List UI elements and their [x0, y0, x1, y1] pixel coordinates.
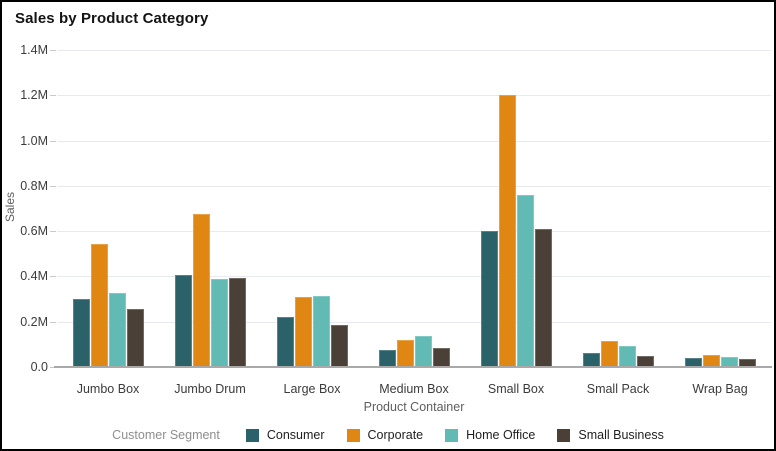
- bar-group-small-pack: [582, 50, 654, 367]
- legend-label-small-business: Small Business: [578, 428, 664, 442]
- y-tick-mark: [50, 140, 56, 142]
- y-tick-mark: [50, 50, 56, 51]
- bar-corporate-small-box[interactable]: [498, 95, 516, 367]
- legend-item-home-office[interactable]: Home Office: [445, 428, 535, 442]
- bar-groups: [57, 50, 771, 367]
- legend-label-consumer: Consumer: [266, 428, 325, 442]
- legend-title: Customer Segment: [112, 428, 220, 442]
- bar-small-business-wrap-bag[interactable]: [738, 359, 756, 367]
- plot-area: [50, 50, 772, 368]
- x-label-small-pack: Small Pack: [586, 382, 650, 396]
- bar-consumer-small-pack[interactable]: [582, 353, 600, 367]
- bar-corporate-medium-box[interactable]: [396, 339, 414, 367]
- y-tick-label-0.8M: 0.8M: [20, 178, 48, 193]
- gridline-1.0M: [57, 140, 771, 142]
- bar-group-large-box: [276, 50, 348, 367]
- bar-home-office-small-pack[interactable]: [618, 345, 636, 367]
- y-tick-mark: [50, 185, 56, 187]
- bar-consumer-small-box[interactable]: [480, 231, 498, 367]
- legend-swatch-small-business: [557, 428, 571, 442]
- bar-corporate-jumbo-drum[interactable]: [192, 214, 210, 367]
- gridline-1.2M: [57, 95, 771, 97]
- bar-corporate-jumbo-box[interactable]: [90, 243, 108, 367]
- bar-consumer-medium-box[interactable]: [378, 350, 396, 367]
- bar-corporate-wrap-bag[interactable]: [702, 355, 720, 367]
- legend-item-small-business[interactable]: Small Business: [557, 428, 664, 442]
- gridline-0.6M: [57, 231, 771, 233]
- legend-item-consumer[interactable]: Consumer: [245, 428, 325, 442]
- bar-group-jumbo-drum: [174, 50, 246, 367]
- bar-corporate-small-pack[interactable]: [600, 340, 618, 367]
- x-axis-line: [54, 366, 772, 368]
- x-label-jumbo-box: Jumbo Box: [76, 382, 140, 396]
- y-tick-label-1.0M: 1.0M: [20, 133, 48, 148]
- y-tick-label-1.2M: 1.2M: [20, 88, 48, 103]
- bar-group-medium-box: [378, 50, 450, 367]
- bar-group-jumbo-box: [72, 50, 144, 367]
- bar-corporate-large-box[interactable]: [294, 296, 312, 367]
- gridline-0.4M: [57, 276, 771, 278]
- y-tick-label-1.4M: 1.4M: [20, 43, 48, 57]
- legend-item-corporate[interactable]: Corporate: [346, 428, 424, 442]
- legend-swatch-consumer: [245, 428, 259, 442]
- bar-home-office-large-box[interactable]: [312, 295, 330, 367]
- bar-consumer-jumbo-box[interactable]: [72, 299, 90, 367]
- legend-swatch-corporate: [346, 428, 360, 442]
- x-label-large-box: Large Box: [283, 382, 341, 396]
- bar-home-office-wrap-bag[interactable]: [720, 356, 738, 367]
- bar-consumer-wrap-bag[interactable]: [684, 357, 702, 367]
- x-label-jumbo-drum: Jumbo Drum: [174, 382, 246, 396]
- bar-home-office-medium-box[interactable]: [414, 336, 432, 367]
- legend-swatch-home-office: [445, 428, 459, 442]
- bar-home-office-small-box[interactable]: [516, 194, 534, 367]
- legend-label-home-office: Home Office: [466, 428, 536, 442]
- y-tick-mark: [50, 95, 56, 97]
- bar-small-business-jumbo-drum[interactable]: [228, 277, 246, 367]
- bar-consumer-jumbo-drum[interactable]: [174, 275, 192, 367]
- bar-small-business-jumbo-box[interactable]: [126, 309, 144, 367]
- y-tick-mark: [50, 321, 56, 323]
- chart-title: Sales by Product Category: [15, 10, 209, 27]
- y-tick-label-0.0: 0.0: [30, 360, 48, 374]
- bar-group-wrap-bag: [684, 50, 756, 367]
- y-tick-label-0.4M: 0.4M: [20, 269, 48, 284]
- legend-label-corporate: Corporate: [367, 428, 424, 442]
- bar-small-business-small-box[interactable]: [534, 228, 552, 367]
- x-label-small-box: Small Box: [487, 382, 545, 396]
- gridline-0.2M: [57, 321, 771, 323]
- y-tick-mark: [50, 276, 56, 278]
- y-tick-mark: [50, 231, 56, 233]
- x-axis-title: Product Container: [363, 400, 465, 414]
- x-label-medium-box: Medium Box: [379, 382, 449, 396]
- y-tick-label-0.6M: 0.6M: [20, 224, 48, 239]
- gridline-0.8M: [57, 185, 771, 187]
- x-axis-labels: Jumbo Box Jumbo Drum Large Box Medium Box Sm…: [57, 382, 771, 396]
- bar-small-business-large-box[interactable]: [330, 325, 348, 367]
- legend-items: Consumer Corporate Home Office Small Busine…: [245, 428, 664, 442]
- y-axis-title: Sales: [3, 191, 17, 223]
- bar-consumer-large-box[interactable]: [276, 317, 294, 367]
- bar-small-business-small-pack[interactable]: [636, 355, 654, 367]
- y-tick-label-0.2M: 0.2M: [20, 314, 48, 329]
- x-label-wrap-bag: Wrap Bag: [692, 382, 748, 396]
- gridline-1.4M: [57, 50, 771, 51]
- bar-small-business-medium-box[interactable]: [432, 347, 450, 367]
- bar-group-small-box: [480, 50, 552, 367]
- bar-home-office-jumbo-drum[interactable]: [210, 278, 228, 367]
- legend: Customer Segment Consumer Corporate Home O…: [2, 428, 774, 442]
- bar-home-office-jumbo-box[interactable]: [108, 293, 126, 367]
- y-tick-mark: [50, 367, 56, 368]
